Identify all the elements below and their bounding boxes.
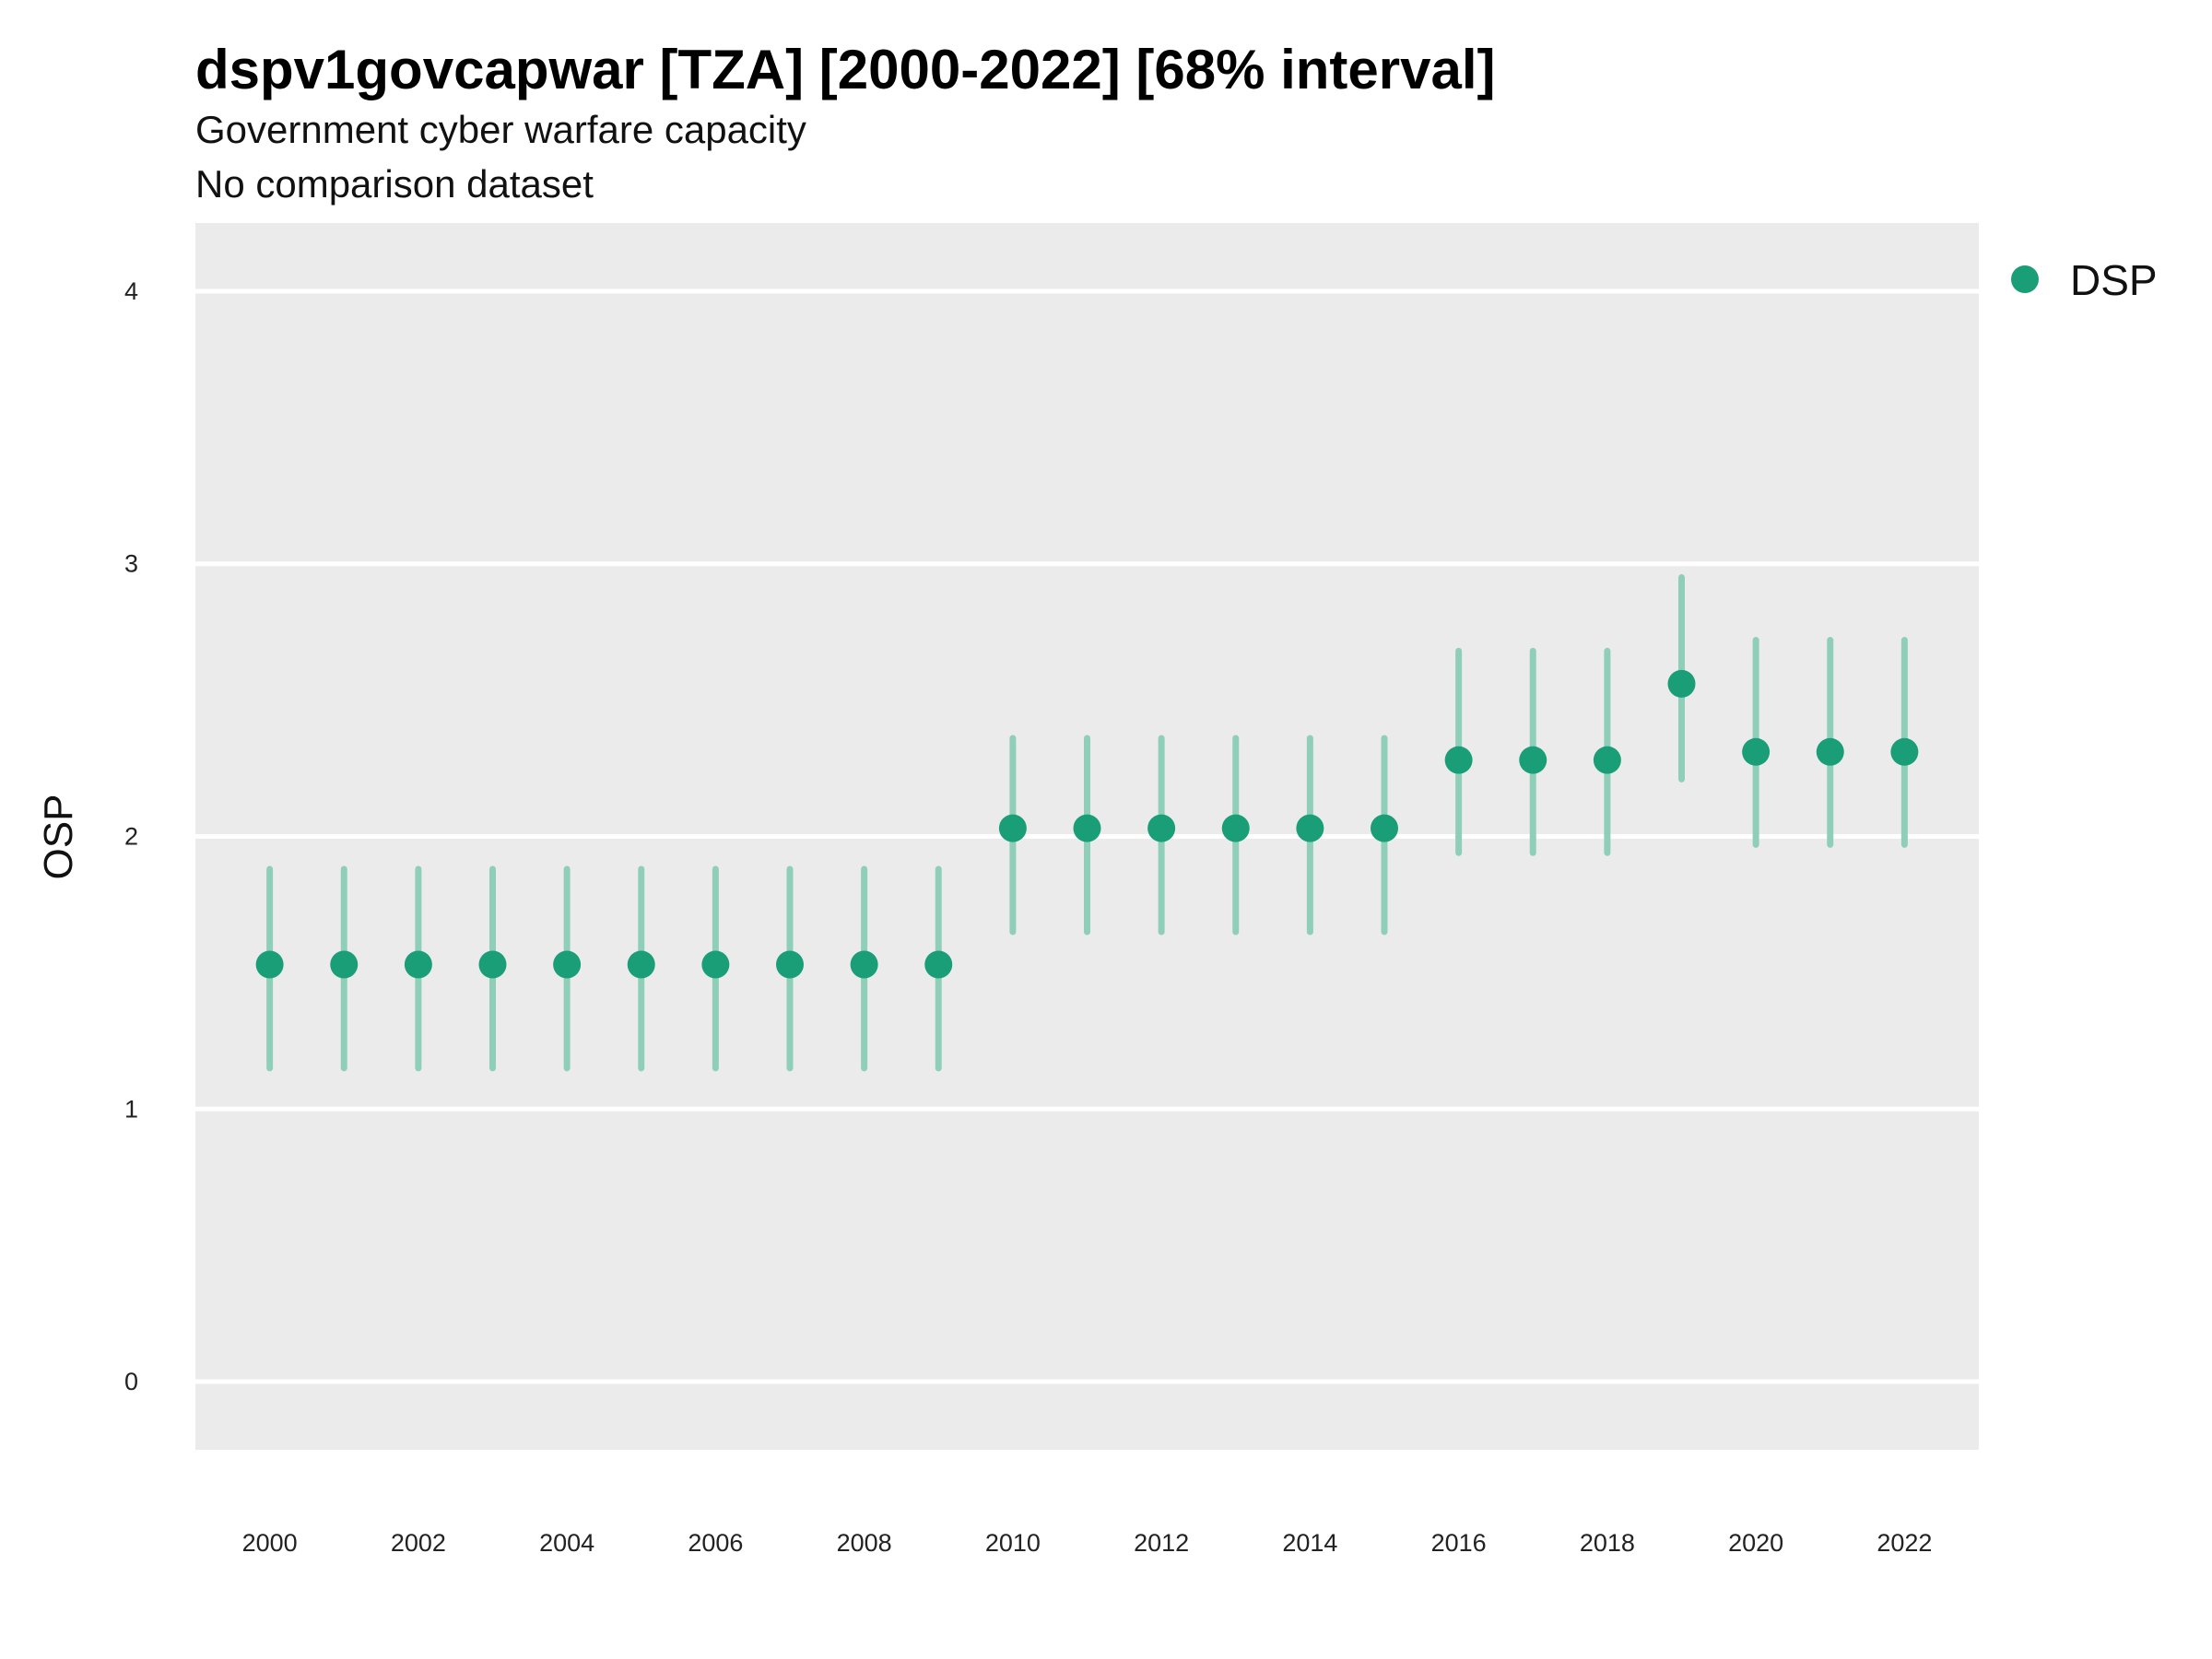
legend-marker xyxy=(2011,265,2039,293)
data-point xyxy=(1890,737,1919,766)
x-tick-label: 2002 xyxy=(391,1529,446,1557)
data-point xyxy=(1816,737,1844,766)
data-point xyxy=(330,950,359,979)
data-point xyxy=(1742,737,1771,766)
x-tick-label: 2022 xyxy=(1877,1529,1932,1557)
x-tick-label: 2006 xyxy=(688,1529,743,1557)
data-point xyxy=(553,950,582,979)
x-tick-label: 2012 xyxy=(1134,1529,1189,1557)
data-point xyxy=(1371,814,1398,842)
legend-label-dsp: DSP xyxy=(2070,256,2158,304)
y-tick-label: 4 xyxy=(124,277,138,305)
x-tick-label: 2014 xyxy=(1282,1529,1337,1557)
data-point xyxy=(701,950,730,979)
chart-title: dspv1govcapwar [TZA] [2000-2022] [68% in… xyxy=(195,39,1496,100)
data-point xyxy=(1667,669,1696,698)
data-point xyxy=(627,950,655,979)
x-axis-ticks: 2000 2002 2004 2006 2008 2010 2012 2014 2016 2018… xyxy=(242,1529,1933,1557)
x-tick-label: 2018 xyxy=(1580,1529,1635,1557)
data-point xyxy=(1593,746,1621,774)
data-point xyxy=(255,950,284,979)
data-point xyxy=(404,950,432,979)
data-point xyxy=(850,950,878,979)
data-point xyxy=(1296,814,1324,842)
data-point xyxy=(1073,814,1101,842)
y-axis-ticks: 0 1 2 3 4 xyxy=(124,277,138,1395)
x-tick-label: 2000 xyxy=(242,1529,298,1557)
chart-subtitle: Government cyber warfare capacity xyxy=(195,108,806,151)
x-tick-label: 2004 xyxy=(539,1529,594,1557)
x-tick-label: 2010 xyxy=(985,1529,1041,1557)
y-tick-label: 0 xyxy=(124,1368,138,1395)
data-point xyxy=(1519,746,1547,774)
y-tick-label: 2 xyxy=(124,823,138,851)
legend: DSP xyxy=(2011,256,2158,304)
data-point xyxy=(924,950,953,979)
x-tick-label: 2016 xyxy=(1431,1529,1487,1557)
y-tick-label: 1 xyxy=(124,1095,138,1123)
chart-subtitle-comparison: No comparison dataset xyxy=(195,162,594,206)
data-point xyxy=(776,950,804,979)
data-point xyxy=(1221,814,1250,842)
data-point xyxy=(998,814,1027,842)
data-points xyxy=(255,669,1919,979)
data-point xyxy=(478,950,507,979)
x-tick-label: 2020 xyxy=(1728,1529,1783,1557)
data-point xyxy=(1444,746,1473,774)
y-axis-label: OSP xyxy=(36,794,81,880)
x-tick-label: 2008 xyxy=(837,1529,892,1557)
y-tick-label: 3 xyxy=(124,550,138,578)
data-point xyxy=(1147,814,1176,842)
